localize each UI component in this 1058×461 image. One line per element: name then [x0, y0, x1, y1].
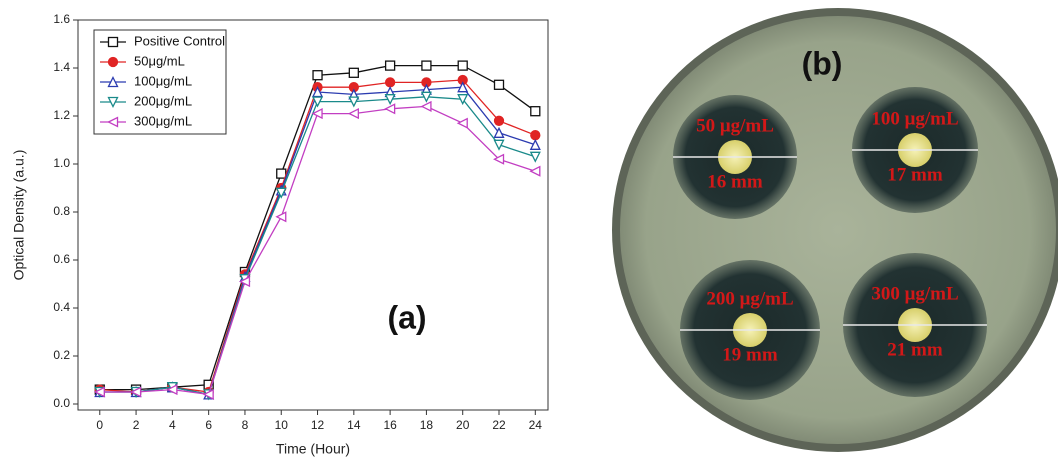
diameter-label: 17 mm: [887, 164, 943, 185]
legend-label: 100μg/mL: [134, 73, 192, 88]
marker: [347, 108, 359, 120]
marker: [457, 60, 468, 71]
marker: [493, 115, 505, 126]
marker: [93, 386, 105, 398]
x-tick-label: 0: [96, 418, 103, 432]
marker: [530, 130, 541, 141]
diameter-label: 16 mm: [707, 171, 763, 192]
marker: [275, 187, 287, 199]
y-tick-label: 1.2: [53, 108, 70, 122]
y-tick-label: 0.0: [53, 396, 70, 410]
y-tick-label: 1.4: [53, 60, 70, 74]
series-line: [99, 96, 536, 396]
marker: [107, 36, 119, 48]
marker: [420, 91, 432, 103]
marker: [493, 79, 505, 90]
series-line: [99, 105, 536, 396]
marker: [493, 139, 505, 151]
marker: [348, 67, 359, 78]
marker: [238, 276, 251, 288]
marker: [166, 384, 178, 396]
concentration-label: 200 μg/mL: [706, 288, 793, 309]
petri-dish-photo: 50 μg/mL 16 mm 100 μg/mL 17 mm 200 μg/mL 19 m…: [612, 8, 1058, 452]
marker: [457, 94, 469, 106]
y-tick-label: 0.4: [53, 300, 70, 314]
marker: [493, 153, 505, 165]
marker: [529, 138, 541, 150]
marker: [384, 77, 396, 88]
marker: [107, 116, 119, 128]
marker: [493, 126, 505, 138]
x-tick-label: 2: [133, 418, 140, 432]
x-axis-label: Time (Hour): [276, 441, 350, 457]
legend-label: Positive Control: [134, 33, 225, 48]
x-tick-label: 16: [383, 418, 397, 432]
x-tick-label: 12: [311, 418, 325, 432]
marker: [202, 388, 214, 400]
marker: [530, 106, 541, 117]
concentration-label: 50 μg/mL: [696, 115, 774, 136]
diameter-label: 21 mm: [887, 339, 943, 360]
marker: [420, 100, 432, 112]
marker: [348, 96, 360, 108]
y-tick-label: 1.0: [53, 156, 70, 170]
marker: [275, 211, 287, 223]
marker: [457, 81, 469, 93]
legend-label: 300μg/mL: [134, 113, 192, 128]
x-tick-label: 10: [275, 418, 289, 432]
concentration-label: 300 μg/mL: [871, 283, 958, 304]
y-tick-label: 0.6: [53, 252, 70, 266]
marker: [456, 117, 468, 129]
diameter-label: 19 mm: [722, 344, 778, 365]
marker: [529, 165, 541, 177]
x-tick-label: 6: [205, 418, 212, 432]
marker: [107, 76, 119, 88]
marker: [312, 70, 323, 81]
y-tick-label: 0.8: [53, 204, 70, 218]
x-tick-label: 24: [529, 418, 543, 432]
marker: [311, 108, 323, 120]
marker: [529, 151, 541, 163]
x-tick-label: 18: [420, 418, 434, 432]
legend: Positive Control 50μg/mL 100μg/mL 200μg/mL 3…: [93, 29, 227, 135]
marker: [384, 94, 396, 106]
x-tick-label: 22: [492, 418, 506, 432]
legend-label: 50μg/mL: [134, 53, 185, 68]
x-tick-label: 8: [242, 418, 249, 432]
x-tick-label: 20: [456, 418, 470, 432]
marker: [107, 96, 119, 108]
marker: [384, 60, 396, 71]
y-tick-label: 1.6: [53, 12, 70, 26]
marker: [421, 60, 432, 71]
line-chart: 0.00.20.40.60.81.01.21.41.60 2 4 6 8 10 12 14 16…: [11, 12, 549, 457]
panel-label: (a): [387, 299, 426, 335]
marker: [276, 168, 287, 179]
plot-frame: [77, 19, 549, 411]
y-axis-label: Optical Density (a.u.): [11, 150, 27, 281]
legend-label: 200μg/mL: [134, 93, 192, 108]
x-tick-label: 4: [169, 418, 176, 432]
marker: [384, 103, 396, 115]
x-tick-label: 14: [347, 418, 361, 432]
marker: [311, 96, 324, 108]
y-tick-label: 0.2: [53, 348, 70, 362]
marker: [130, 386, 142, 398]
concentration-label: 100 μg/mL: [871, 108, 958, 129]
panel-label: (b): [802, 45, 843, 81]
marker: [107, 56, 119, 68]
